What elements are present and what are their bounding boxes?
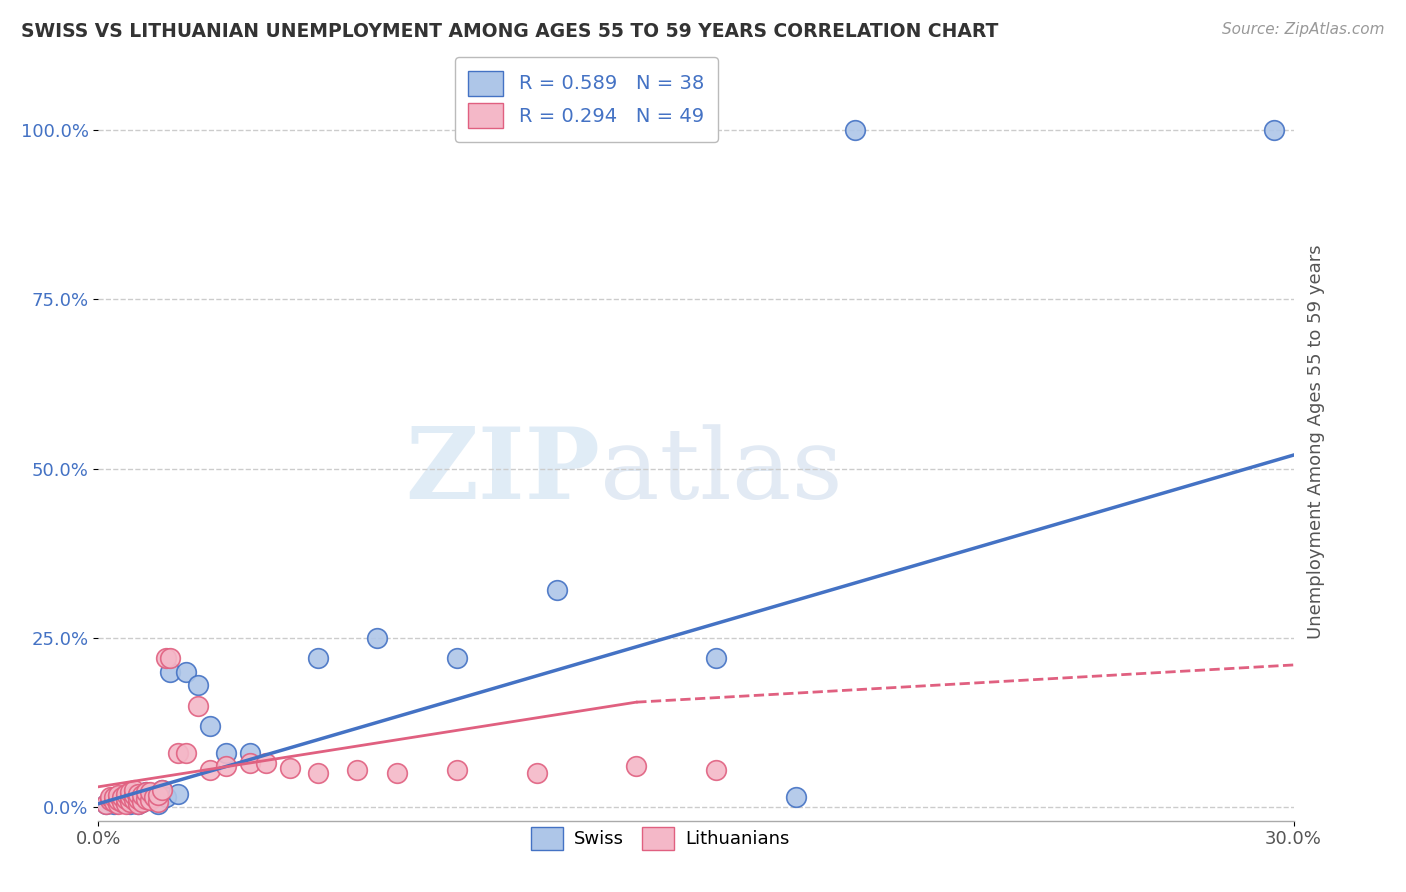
- Point: [155, 651, 177, 665]
- Point: [159, 651, 181, 665]
- Point: [174, 746, 197, 760]
- Point: [150, 783, 173, 797]
- Point: [107, 795, 129, 809]
- Point: [385, 766, 409, 780]
- Point: [215, 746, 238, 760]
- Point: [187, 698, 209, 713]
- Point: [148, 788, 170, 802]
- Point: [124, 788, 146, 802]
- Point: [115, 792, 138, 806]
- Point: [167, 787, 190, 801]
- Point: [174, 665, 197, 679]
- Point: [96, 797, 118, 811]
- Point: [143, 789, 166, 804]
- Point: [107, 793, 129, 807]
- Point: [446, 763, 468, 777]
- Point: [127, 797, 149, 811]
- Point: [148, 797, 170, 811]
- Point: [124, 795, 146, 809]
- Point: [254, 756, 277, 770]
- Point: [187, 678, 209, 692]
- Point: [704, 651, 727, 665]
- Point: [346, 763, 368, 777]
- Point: [546, 583, 568, 598]
- Point: [366, 631, 388, 645]
- Point: [127, 787, 149, 801]
- Point: [107, 788, 129, 802]
- Point: [526, 766, 548, 780]
- Point: [155, 789, 177, 804]
- Point: [131, 795, 153, 809]
- Point: [98, 789, 122, 804]
- Point: [96, 797, 118, 811]
- Y-axis label: Unemployment Among Ages 55 to 59 years: Unemployment Among Ages 55 to 59 years: [1308, 244, 1326, 639]
- Point: [98, 793, 122, 807]
- Legend: Swiss, Lithuanians: Swiss, Lithuanians: [523, 820, 797, 857]
- Point: [124, 788, 146, 802]
- Point: [127, 787, 149, 801]
- Point: [98, 793, 122, 807]
- Point: [127, 793, 149, 807]
- Point: [127, 792, 149, 806]
- Point: [215, 759, 238, 773]
- Point: [150, 783, 173, 797]
- Point: [148, 788, 170, 802]
- Point: [120, 789, 142, 804]
- Point: [704, 763, 727, 777]
- Text: ZIP: ZIP: [405, 424, 600, 520]
- Point: [307, 651, 329, 665]
- Point: [239, 756, 262, 770]
- Point: [131, 795, 153, 809]
- Point: [120, 795, 142, 809]
- Point: [124, 783, 146, 797]
- Point: [135, 785, 157, 799]
- Text: Source: ZipAtlas.com: Source: ZipAtlas.com: [1222, 22, 1385, 37]
- Point: [115, 787, 138, 801]
- Point: [103, 795, 125, 809]
- Point: [446, 651, 468, 665]
- Point: [115, 792, 138, 806]
- Point: [307, 766, 329, 780]
- Point: [148, 795, 170, 809]
- Point: [107, 789, 129, 804]
- Point: [139, 785, 162, 799]
- Point: [103, 789, 125, 804]
- Point: [111, 795, 134, 809]
- Point: [844, 123, 866, 137]
- Point: [785, 789, 807, 804]
- Point: [135, 792, 157, 806]
- Point: [239, 746, 262, 760]
- Point: [198, 763, 221, 777]
- Point: [120, 793, 142, 807]
- Point: [626, 759, 648, 773]
- Point: [131, 788, 153, 802]
- Point: [1263, 123, 1285, 137]
- Point: [103, 797, 125, 811]
- Point: [111, 789, 134, 804]
- Point: [120, 797, 142, 811]
- Point: [120, 785, 142, 799]
- Point: [198, 719, 221, 733]
- Text: SWISS VS LITHUANIAN UNEMPLOYMENT AMONG AGES 55 TO 59 YEARS CORRELATION CHART: SWISS VS LITHUANIAN UNEMPLOYMENT AMONG A…: [21, 22, 998, 41]
- Point: [135, 785, 157, 799]
- Point: [127, 797, 149, 811]
- Point: [124, 793, 146, 807]
- Point: [159, 665, 181, 679]
- Point: [135, 792, 157, 806]
- Point: [139, 793, 162, 807]
- Text: atlas: atlas: [600, 424, 844, 520]
- Point: [139, 793, 162, 807]
- Point: [143, 789, 166, 804]
- Point: [167, 746, 190, 760]
- Point: [107, 797, 129, 811]
- Point: [115, 797, 138, 811]
- Point: [278, 761, 301, 775]
- Point: [111, 795, 134, 809]
